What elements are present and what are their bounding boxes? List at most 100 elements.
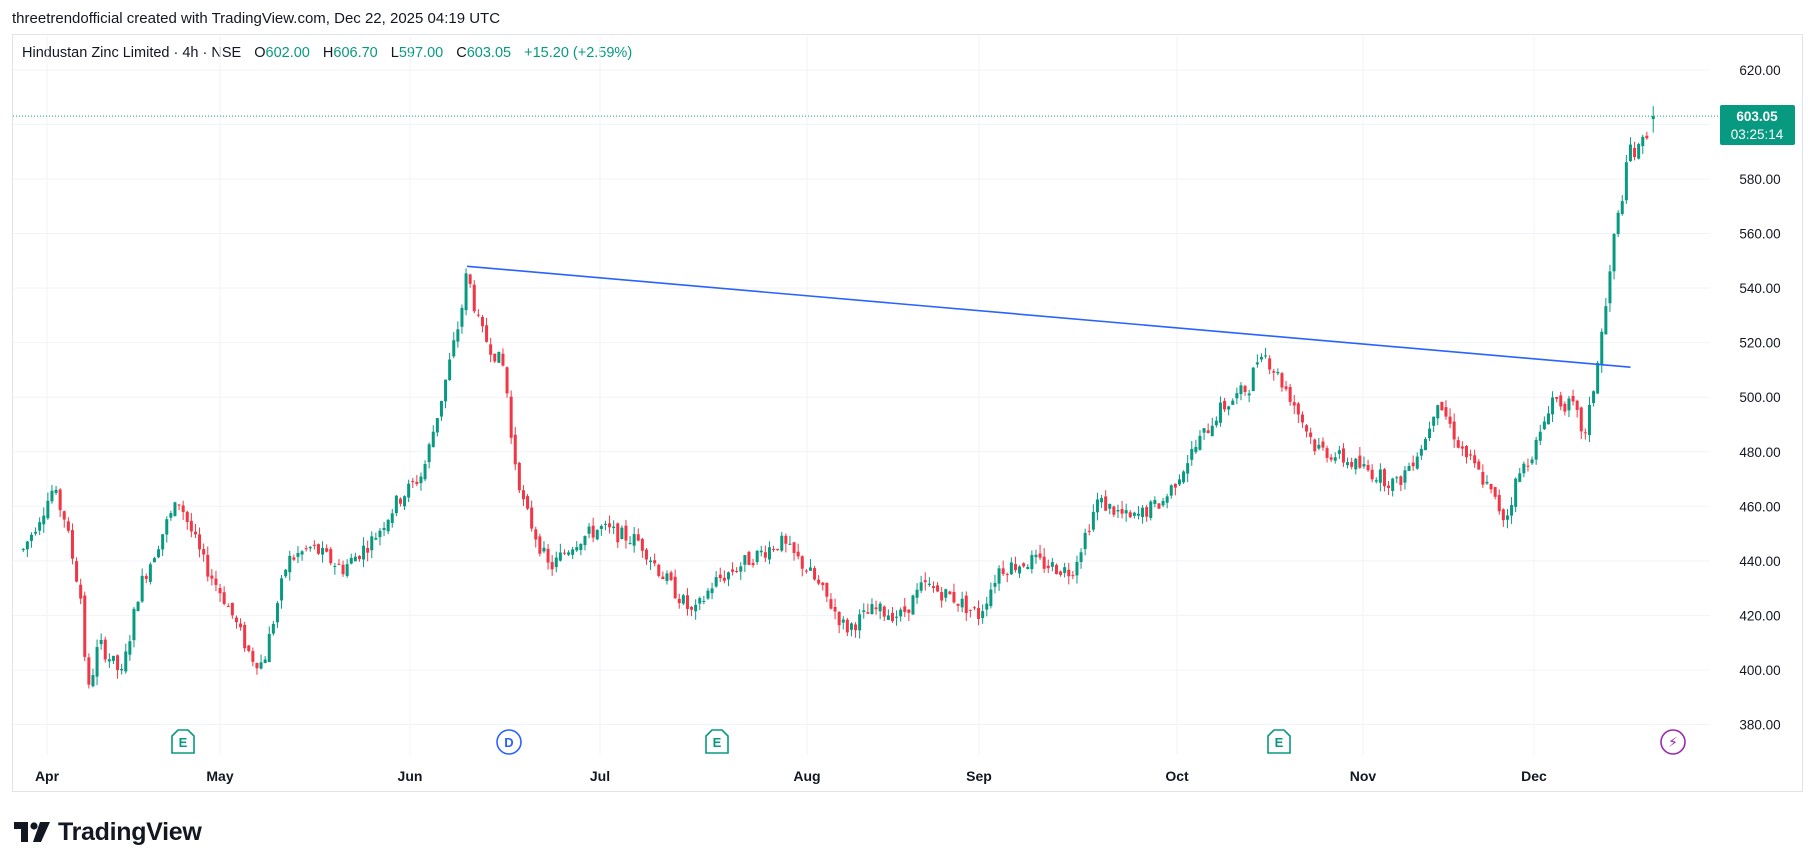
candle-body: [79, 584, 83, 599]
candle-body: [936, 585, 940, 592]
candle-body: [1005, 574, 1009, 576]
candle-body: [1091, 512, 1095, 530]
candle-body: [128, 641, 132, 655]
candle-body: [1227, 406, 1231, 410]
candle-body: [751, 562, 755, 566]
earnings-event-marker[interactable]: E: [705, 729, 729, 754]
candle-body: [903, 606, 907, 612]
candle-body: [21, 548, 25, 551]
candles: [21, 106, 1655, 689]
open-value: 602.00: [265, 45, 310, 61]
candle-body: [587, 526, 591, 534]
candle-body: [1411, 462, 1415, 467]
symbol-info[interactable]: Hindustan Zinc Limited · 4h · NSE: [22, 45, 242, 61]
candle-body: [997, 568, 1001, 584]
dividend-event-marker[interactable]: D: [496, 729, 522, 755]
high-value: 606.70: [333, 45, 378, 61]
candle-body: [427, 444, 431, 463]
candle-body: [353, 556, 357, 562]
candle-body: [198, 534, 202, 550]
candle-body: [1202, 428, 1206, 433]
candle-body: [1247, 393, 1251, 396]
candle-body: [75, 561, 79, 582]
candle-body: [1530, 459, 1534, 464]
event-markers[interactable]: E D E E ⚡: [171, 729, 1686, 755]
candle-body: [476, 314, 480, 316]
candle-body: [411, 481, 415, 483]
candle-body: [649, 560, 653, 563]
candle-body: [1255, 362, 1259, 365]
price-axis[interactable]: 380.00 400.00 420.00 440.00 460.00 480.00 500.…: [1739, 63, 1780, 733]
candle-body: [189, 520, 193, 532]
tradingview-logo[interactable]: TradingView: [14, 818, 202, 847]
price-tag-box: [1720, 105, 1795, 145]
candle-body: [1050, 562, 1054, 567]
candle-body: [977, 608, 981, 619]
candle-body: [825, 582, 829, 597]
candle-body: [1444, 407, 1448, 417]
candle-body: [1239, 385, 1243, 395]
candle-body: [616, 523, 620, 543]
candle-body: [706, 590, 710, 599]
time-tick-label: Oct: [1165, 768, 1189, 784]
candle-body: [386, 519, 390, 532]
candle-body: [513, 434, 517, 465]
candle-body: [357, 555, 361, 560]
candle-body: [1608, 271, 1612, 304]
candle-body: [845, 619, 849, 633]
candle-body: [337, 563, 341, 565]
earnings-event-marker[interactable]: E: [1267, 729, 1291, 754]
candle-body: [1497, 495, 1501, 512]
news-event-marker[interactable]: ⚡: [1660, 729, 1686, 755]
candle-body: [50, 490, 54, 502]
candle-body: [1030, 555, 1034, 570]
candle-body: [1251, 367, 1255, 392]
earnings-event-marker[interactable]: E: [171, 729, 195, 754]
candle-body: [1501, 509, 1505, 521]
candle-body: [1600, 331, 1604, 365]
candle-body: [1022, 563, 1026, 567]
candle-body: [1510, 505, 1514, 516]
candle-body: [1448, 416, 1452, 424]
candle-body: [985, 603, 989, 610]
candle-body: [505, 367, 509, 394]
candle-body: [1083, 532, 1087, 550]
candle-body: [169, 513, 173, 518]
candle-body: [854, 624, 858, 631]
candle-body: [1095, 499, 1099, 513]
candle-body: [1034, 554, 1038, 558]
candle-body: [448, 359, 452, 381]
candle-body: [665, 573, 669, 581]
news-badge: [1660, 729, 1686, 755]
price-tick-label: 620.00: [1739, 63, 1780, 78]
candle-body: [1264, 355, 1268, 357]
candle-body: [193, 531, 197, 535]
candle-body: [1493, 487, 1497, 497]
candle-body: [714, 577, 718, 587]
candle-body: [255, 663, 259, 669]
time-axis[interactable]: Apr May Jun Jul Aug Sep Oct Nov Dec: [35, 768, 1547, 784]
price-tag: 603.05 03:25:14: [1720, 105, 1795, 145]
candle-body: [1042, 556, 1046, 569]
trendline[interactable]: [466, 265, 1631, 368]
candle-body: [210, 575, 214, 579]
candle-body: [792, 542, 796, 553]
candle-body: [239, 623, 243, 628]
candle-body: [718, 574, 722, 579]
candle-body: [312, 544, 316, 546]
candle-body: [550, 562, 554, 570]
candle-body: [620, 527, 624, 540]
candle-body: [1534, 439, 1538, 460]
trendline-layer[interactable]: [466, 265, 1631, 368]
candle-body: [788, 543, 792, 545]
candle-body: [1399, 476, 1403, 485]
candle-body: [1198, 435, 1202, 450]
candle-body: [99, 639, 103, 645]
time-tick-label: Nov: [1350, 768, 1377, 784]
candle-body: [673, 576, 677, 599]
candle-body: [1551, 397, 1555, 415]
candle-body: [1108, 503, 1112, 509]
candle-body: [743, 555, 747, 565]
candle-body: [608, 523, 612, 528]
